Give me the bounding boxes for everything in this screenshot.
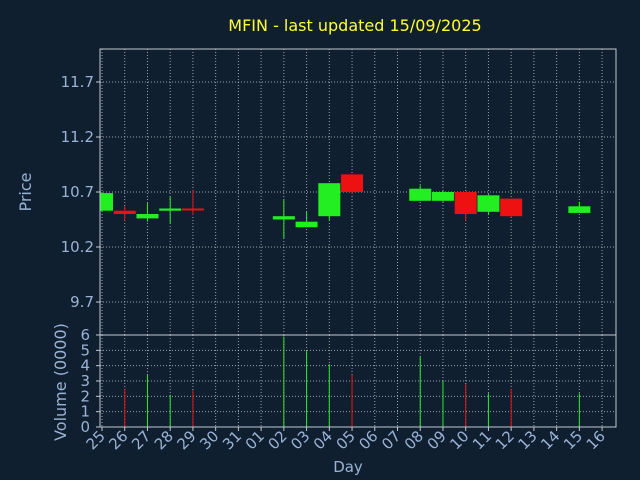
- price-tick-label: 11.2: [61, 128, 94, 146]
- volume-tick-label: 2: [80, 387, 90, 405]
- candle-body: [295, 221, 318, 228]
- candle-body: [341, 174, 364, 192]
- candle-body: [409, 188, 432, 201]
- price-axis-label: Price: [16, 172, 35, 211]
- candle-body: [136, 214, 159, 219]
- candle-body: [181, 208, 204, 211]
- candle-body: [454, 192, 477, 214]
- volume-tick-label: 0: [80, 418, 90, 436]
- volume-tick-label: 3: [80, 372, 90, 390]
- candle-body: [477, 195, 500, 212]
- price-tick-label: 11.7: [61, 73, 94, 91]
- volume-tick-label: 5: [80, 341, 90, 359]
- candle-body: [100, 193, 113, 211]
- x-tick-label: 16: [583, 427, 609, 453]
- candle-body: [272, 216, 295, 220]
- candle-body: [113, 210, 136, 214]
- price-tick-label: 10.2: [61, 238, 94, 256]
- x-axis-label: Day: [333, 458, 363, 476]
- candle-body: [159, 208, 182, 211]
- price-tick-label: 10.7: [61, 183, 94, 201]
- volume-axis-label: Volume (0000): [51, 323, 70, 441]
- candle-body: [568, 206, 591, 213]
- volume-tick-label: 1: [80, 403, 90, 421]
- volume-tick-label: 4: [80, 357, 90, 375]
- volume-panel-frame: [99, 334, 617, 428]
- candle-body: [318, 183, 341, 217]
- chart-title: MFIN - last updated 15/09/2025: [228, 16, 481, 35]
- candle-body: [431, 192, 454, 201]
- candle-body: [500, 198, 523, 217]
- volume-tick-label: 6: [80, 326, 90, 344]
- price-tick-label: 9.7: [70, 293, 94, 311]
